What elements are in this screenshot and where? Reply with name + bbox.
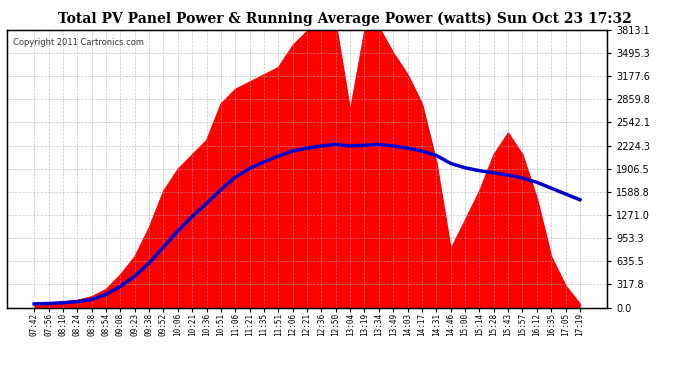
Text: Copyright 2011 Cartronics.com: Copyright 2011 Cartronics.com xyxy=(13,38,144,47)
Text: Total PV Panel Power & Running Average Power (watts) Sun Oct 23 17:32: Total PV Panel Power & Running Average P… xyxy=(58,11,632,26)
